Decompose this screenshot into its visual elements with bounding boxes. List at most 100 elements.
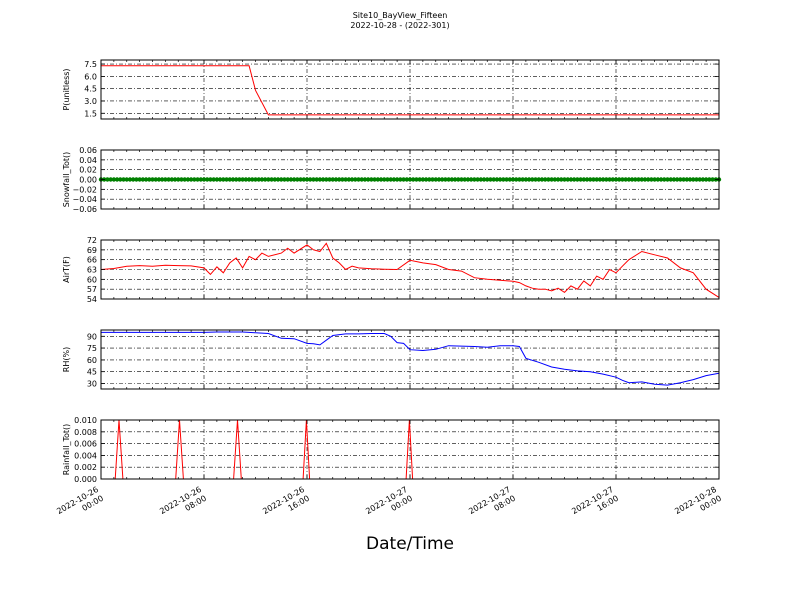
series-marker (385, 177, 390, 182)
series-marker (662, 177, 667, 182)
series-marker (481, 177, 487, 182)
series-marker (691, 177, 696, 182)
y-tick-label: 63 (87, 266, 97, 275)
series-marker (568, 177, 574, 182)
series-marker (436, 177, 442, 182)
series-marker (478, 177, 484, 182)
series-marker (372, 177, 377, 182)
series-marker (349, 177, 355, 182)
series-marker (665, 177, 670, 182)
series-marker (459, 177, 464, 182)
series-marker (600, 177, 606, 182)
series-marker (549, 177, 554, 182)
series-marker (118, 177, 123, 182)
series-marker (237, 177, 242, 182)
series-marker (423, 177, 429, 182)
series-marker (610, 177, 615, 182)
series-marker (639, 177, 644, 182)
series-marker (411, 177, 416, 182)
series-marker (710, 177, 715, 182)
series-marker (259, 177, 265, 182)
series-marker (282, 177, 287, 182)
y-tick-label: 0.004 (74, 451, 97, 460)
series-marker (130, 177, 136, 182)
y-axis-label: Snowfall_Tot() (62, 152, 71, 208)
series-marker (703, 177, 709, 182)
y-tick-label: 60 (87, 275, 97, 284)
y-tick-label: 0.008 (74, 428, 97, 437)
series-marker (433, 177, 438, 182)
series-marker (430, 177, 435, 182)
y-tick-label: 0.000 (74, 475, 97, 484)
series-marker (240, 177, 245, 182)
y-tick-label: 54 (87, 295, 97, 304)
series-marker (472, 177, 477, 182)
series-marker (262, 177, 268, 182)
series-marker (205, 177, 210, 182)
series-marker (127, 177, 133, 182)
series-marker (633, 177, 638, 182)
series-marker (182, 177, 187, 182)
series-marker (172, 177, 178, 182)
series-marker (343, 177, 348, 182)
series-marker (272, 177, 278, 182)
series-marker (420, 177, 426, 182)
series-marker (391, 177, 397, 182)
series-marker (407, 177, 413, 182)
series-marker (588, 177, 593, 182)
series-marker (388, 177, 393, 182)
series-marker (353, 177, 358, 182)
series-marker (169, 177, 175, 182)
y-tick-label: 6.0 (84, 72, 97, 81)
y-tick-label: 66 (87, 256, 97, 265)
series-marker (449, 177, 455, 182)
y-tick-label: 30 (87, 379, 97, 388)
series-marker (533, 177, 538, 182)
series-marker (166, 177, 171, 182)
series-marker (243, 177, 249, 182)
series-marker (507, 177, 512, 182)
series-marker (539, 177, 545, 182)
subplot-1: 1.5 3.0 4.5 6.0 7.5 P(unitless) (62, 59, 720, 120)
y-tick-label: 7.5 (84, 60, 97, 69)
y-tick-label: 1.5 (84, 109, 97, 118)
series-marker (156, 177, 162, 182)
series-marker (594, 177, 599, 182)
series-marker (163, 177, 168, 182)
series-marker (501, 177, 506, 182)
series-marker (555, 177, 561, 182)
series-marker (134, 177, 139, 182)
series-marker (674, 177, 680, 182)
series-marker (333, 177, 339, 182)
y-tick-label: −0.04 (72, 195, 97, 204)
series-marker (617, 177, 622, 182)
series-marker (378, 177, 384, 182)
y-tick-label: 0.00 (79, 176, 97, 185)
series-marker (404, 177, 409, 182)
subplot-4: 30 45 60 75 90 RH(%) (62, 329, 720, 390)
y-tick-label: 0.06 (79, 146, 97, 155)
subplot-2: −0.06−0.04−0.020.000.020.040.06 Snowfall_… (62, 146, 722, 214)
series-marker (221, 177, 226, 182)
series-marker (185, 177, 191, 182)
series-marker (581, 177, 587, 182)
series-marker (645, 177, 651, 182)
series-marker (536, 177, 541, 182)
series-marker (266, 177, 271, 182)
series-marker (311, 177, 316, 182)
series-marker (153, 177, 158, 182)
series-marker (147, 177, 152, 182)
series-marker (443, 177, 448, 182)
series-marker (707, 177, 712, 182)
series-marker (642, 177, 648, 182)
series-marker (327, 177, 332, 182)
x-tick-label: 2022-10-2616:00 (261, 485, 311, 525)
series-marker (446, 177, 451, 182)
y-tick-label: −0.06 (72, 205, 97, 214)
series-marker (439, 177, 445, 182)
series-marker (649, 177, 654, 182)
series-marker (520, 177, 525, 182)
y-tick-label: 0.002 (74, 463, 97, 472)
series-marker (198, 177, 203, 182)
